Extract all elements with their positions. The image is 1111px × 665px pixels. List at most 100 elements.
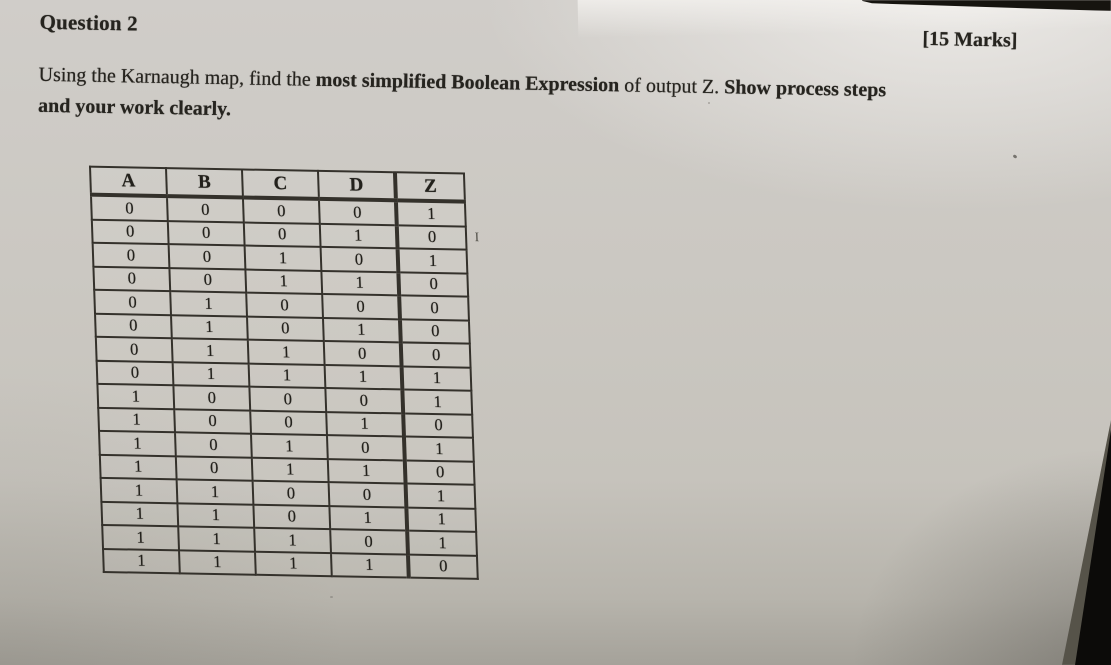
cell-value: 0 — [209, 458, 219, 478]
table-cell: 0 — [325, 388, 404, 413]
cell-value: 1 — [288, 553, 298, 573]
truth-table-header-A: A — [90, 166, 167, 197]
table-cell: 0 — [318, 198, 397, 225]
cell-value: 0 — [125, 221, 135, 241]
table-cell: 1 — [401, 365, 472, 391]
cell-value: 1 — [364, 555, 374, 575]
photo-top-edge — [862, 0, 1111, 11]
cell-value: 1 — [132, 409, 142, 429]
text-cursor-icon: I — [474, 229, 480, 245]
table-cell: 1 — [406, 507, 477, 532]
cell-value: 1 — [135, 503, 145, 523]
truth-table-header-B: B — [166, 168, 243, 198]
table-cell: 0 — [175, 455, 253, 481]
cell-value: 1 — [136, 527, 146, 547]
table-cell: 1 — [171, 338, 249, 364]
cell-value: 0 — [430, 297, 439, 317]
table-cell: 1 — [254, 527, 331, 553]
table-cell: 1 — [97, 383, 175, 409]
table-cell: 0 — [246, 316, 324, 341]
cell-value: 1 — [284, 436, 294, 456]
cell-value: 1 — [211, 505, 221, 525]
table-cell: 1 — [248, 363, 326, 389]
cell-value: 1 — [361, 460, 371, 481]
cell-value: 1 — [282, 365, 292, 385]
truth-table-header-D: D — [317, 170, 396, 201]
cell-value: 1 — [358, 366, 368, 387]
table-cell: 0 — [407, 554, 478, 579]
cell-value: 0 — [277, 224, 287, 244]
table-cell: 0 — [252, 480, 330, 506]
cell-value: 1 — [134, 480, 144, 500]
cell-value: 1 — [360, 413, 369, 434]
cell-value: 0 — [208, 411, 218, 431]
cell-value: 0 — [360, 437, 370, 457]
table-cell: 1 — [99, 430, 176, 456]
table-cell: 0 — [323, 340, 402, 366]
table-cell: 0 — [243, 222, 321, 247]
cell-value: 1 — [356, 319, 366, 340]
cell-value: 0 — [128, 315, 138, 335]
cell-value: 0 — [352, 202, 362, 222]
table-cell: 0 — [174, 432, 252, 458]
cell-value: 0 — [283, 389, 293, 409]
cell-value: 0 — [359, 390, 369, 410]
table-cell: 0 — [167, 220, 245, 246]
table-cell: 0 — [320, 246, 399, 272]
table-cell: 1 — [319, 223, 398, 249]
table-cell: 0 — [166, 196, 244, 223]
cell-value: 1 — [279, 271, 289, 291]
cell-value: 0 — [431, 344, 441, 364]
cell-value: 1 — [426, 203, 436, 223]
table-cell: 0 — [93, 266, 171, 292]
cell-value: 0 — [130, 362, 140, 382]
table-cell: 1 — [98, 407, 175, 433]
cell-value: 0 — [200, 199, 210, 219]
table-cell: 1 — [244, 245, 322, 271]
prompt-segment: Show process steps — [724, 76, 887, 102]
table-cell: 1 — [170, 291, 247, 317]
cell-value: 0 — [286, 483, 296, 503]
cell-value: 1 — [204, 317, 214, 337]
table-cell: 1 — [178, 549, 256, 575]
table-cell: 0 — [168, 244, 246, 270]
table-cell: 1 — [322, 317, 401, 343]
cell-value: 1 — [278, 247, 288, 268]
cell-value: 0 — [203, 270, 213, 290]
table-cell: 1 — [321, 270, 400, 296]
cell-value: 1 — [353, 225, 363, 245]
cell-value: 1 — [204, 293, 214, 313]
table-cell: 1 — [176, 479, 254, 505]
cell-value: 0 — [276, 200, 286, 221]
table-cell: 1 — [254, 551, 332, 577]
question-title: Question 2 — [39, 9, 139, 36]
table-cell: 1 — [395, 200, 466, 227]
table-cell: 0 — [94, 289, 171, 315]
cell-value: 0 — [280, 318, 290, 338]
cell-value: 0 — [126, 245, 136, 265]
table-cell: 0 — [330, 529, 408, 555]
table-cell: 0 — [96, 360, 174, 386]
cell-value: 0 — [201, 222, 211, 243]
cell-value: 0 — [435, 462, 445, 482]
cell-value: 0 — [128, 292, 138, 312]
prompt-segment: Using the Karnaugh map, find the — [38, 63, 316, 91]
table-cell: 1 — [170, 314, 248, 340]
cell-value: 0 — [357, 343, 367, 363]
table-cell: 1 — [327, 458, 406, 484]
table-cell: 0 — [174, 408, 251, 434]
marks-label: [15 Marks] — [922, 27, 1018, 52]
cell-value: 1 — [206, 364, 216, 384]
truth-table-header-C: C — [241, 169, 319, 199]
cell-value: 1 — [437, 509, 447, 529]
cell-value: 1 — [210, 481, 220, 501]
cell-value: 1 — [436, 485, 446, 505]
table-cell: 1 — [397, 248, 468, 274]
cell-value: 1 — [434, 438, 444, 458]
cell-value: 1 — [432, 368, 442, 388]
cell-value: 1 — [131, 386, 141, 406]
